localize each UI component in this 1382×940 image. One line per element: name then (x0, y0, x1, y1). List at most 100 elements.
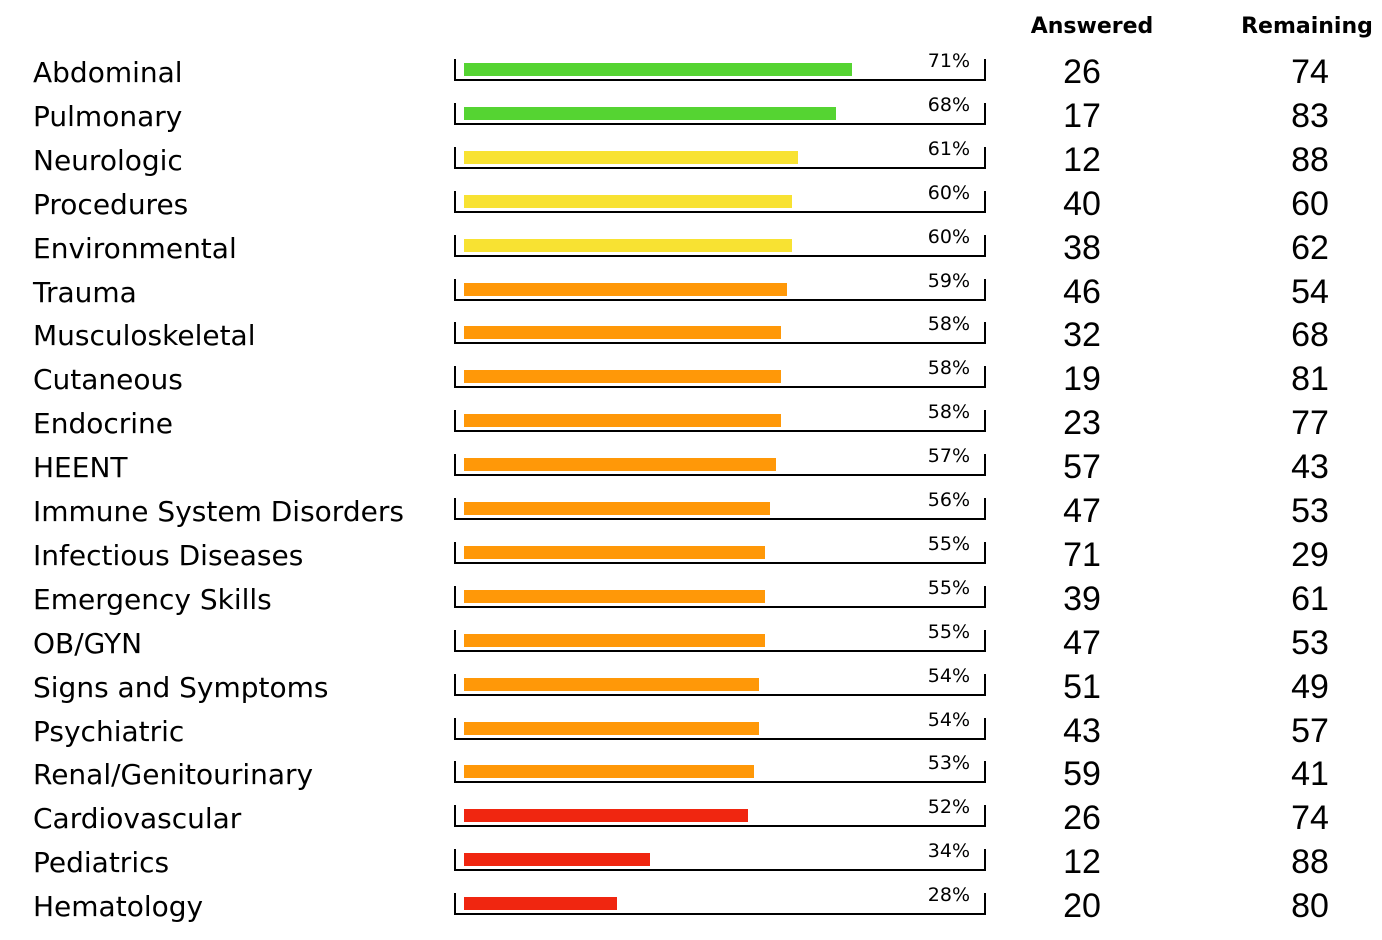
answered-value: 46 (1063, 272, 1101, 311)
chart-row: Cardiovascular 52% 26 74 (0, 796, 1382, 852)
bar-fill (464, 589, 765, 603)
bar-fill (464, 370, 782, 384)
percent-label: 55% (927, 532, 970, 555)
bar-track: 58% (454, 313, 986, 345)
category-label: Emergency Skills (33, 582, 272, 616)
bar-fill (464, 897, 618, 911)
percent-label: 71% (927, 50, 970, 72)
percent-label: 57% (927, 445, 970, 468)
answered-value: 43 (1063, 711, 1101, 750)
percent-label: 61% (927, 137, 970, 160)
chart-row: Emergency Skills 55% 39 61 (0, 577, 1382, 633)
bar-track: 71% (454, 50, 986, 81)
bar-fill (464, 238, 793, 252)
chart-row: Immune System Disorders 56% 47 53 (0, 489, 1382, 545)
bar-track: 55% (454, 621, 986, 652)
answered-value: 23 (1063, 404, 1101, 443)
percent-label: 52% (927, 796, 970, 819)
bar-track: 58% (454, 357, 986, 389)
remaining-value: 80 (1291, 887, 1329, 926)
bar-fill (464, 414, 782, 428)
remaining-value: 54 (1291, 272, 1329, 311)
chart-row: Hematology 28% 20 80 (0, 884, 1382, 940)
category-label: Endocrine (33, 407, 173, 441)
remaining-value: 62 (1291, 228, 1329, 267)
percent-label: 58% (927, 357, 970, 380)
chart-row: Infectious Diseases 55% 71 29 (0, 533, 1382, 589)
category-label: Trauma (33, 275, 137, 309)
bar-track: 53% (454, 752, 986, 784)
answered-value: 51 (1063, 667, 1101, 706)
percent-label: 54% (927, 708, 970, 731)
answered-value: 59 (1063, 755, 1101, 794)
bar-fill (464, 63, 853, 76)
category-label: Renal/Genitourinary (33, 758, 314, 792)
bar-fill (464, 765, 754, 779)
bar-track: 34% (454, 840, 986, 872)
answered-value: 57 (1063, 448, 1101, 487)
percent-label: 53% (927, 752, 970, 775)
category-label: HEENT (33, 451, 128, 485)
percent-label: 28% (927, 884, 970, 907)
chart-row: Procedures 60% 40 60 (0, 182, 1382, 238)
bar-fill (464, 458, 776, 472)
chart-row: Cutaneous 58% 19 81 (0, 357, 1382, 413)
bar-fill (464, 545, 765, 559)
answered-value: 40 (1063, 184, 1101, 223)
answered-value: 71 (1063, 535, 1101, 574)
category-label: Procedures (33, 187, 189, 221)
bar-fill (464, 677, 760, 691)
bar-fill (464, 721, 760, 735)
category-label: Cutaneous (33, 363, 183, 397)
percent-label: 68% (927, 93, 970, 116)
remaining-value: 41 (1291, 755, 1329, 794)
answered-value: 12 (1063, 140, 1101, 179)
category-label: Abdominal (33, 56, 183, 89)
remaining-value: 53 (1291, 492, 1329, 530)
chart-row: Trauma 59% 46 54 (0, 270, 1382, 326)
remaining-value: 57 (1291, 711, 1329, 750)
bar-fill (464, 853, 650, 867)
percent-label: 34% (927, 840, 970, 863)
chart-row: Musculoskeletal 58% 32 68 (0, 313, 1382, 369)
answered-value: 12 (1063, 843, 1101, 882)
answered-value: 47 (1063, 623, 1101, 662)
chart-row: Signs and Symptoms 54% 51 49 (0, 665, 1382, 721)
remaining-value: 88 (1291, 140, 1329, 179)
remaining-value: 68 (1291, 316, 1329, 355)
bar-track: 55% (454, 577, 986, 608)
bar-track: 52% (454, 796, 986, 828)
remaining-value: 74 (1291, 53, 1329, 91)
remaining-value: 81 (1291, 360, 1329, 399)
bar-track: 59% (454, 270, 986, 301)
answered-value: 32 (1063, 316, 1101, 355)
bar-track: 28% (454, 884, 986, 916)
remaining-value: 60 (1291, 184, 1329, 223)
percent-label: 56% (927, 489, 970, 511)
bar-fill (464, 809, 749, 823)
bar-track: 54% (454, 665, 986, 696)
bar-fill (464, 194, 793, 208)
remaining-value: 43 (1291, 448, 1329, 487)
bar-fill (464, 106, 836, 120)
category-label: Hematology (33, 890, 204, 924)
bar-track: 57% (454, 445, 986, 477)
percent-label: 58% (927, 401, 970, 424)
bar-fill (464, 633, 765, 647)
chart-row: Pulmonary 68% 17 83 (0, 94, 1382, 150)
category-label: Psychiatric (33, 714, 185, 748)
remaining-header: Remaining (1241, 14, 1373, 39)
remaining-value: 88 (1291, 843, 1329, 882)
category-label: Pulmonary (33, 99, 183, 133)
answered-value: 19 (1063, 360, 1101, 399)
remaining-value: 83 (1291, 96, 1329, 135)
remaining-value: 74 (1291, 799, 1329, 838)
bar-track: 56% (454, 489, 986, 520)
bar-track: 61% (454, 138, 986, 169)
remaining-value: 29 (1291, 535, 1329, 574)
answered-value: 26 (1063, 53, 1101, 91)
category-label: Cardiovascular (33, 802, 242, 836)
remaining-value: 77 (1291, 404, 1329, 443)
bar-fill (464, 150, 798, 164)
percent-label: 60% (927, 225, 970, 248)
